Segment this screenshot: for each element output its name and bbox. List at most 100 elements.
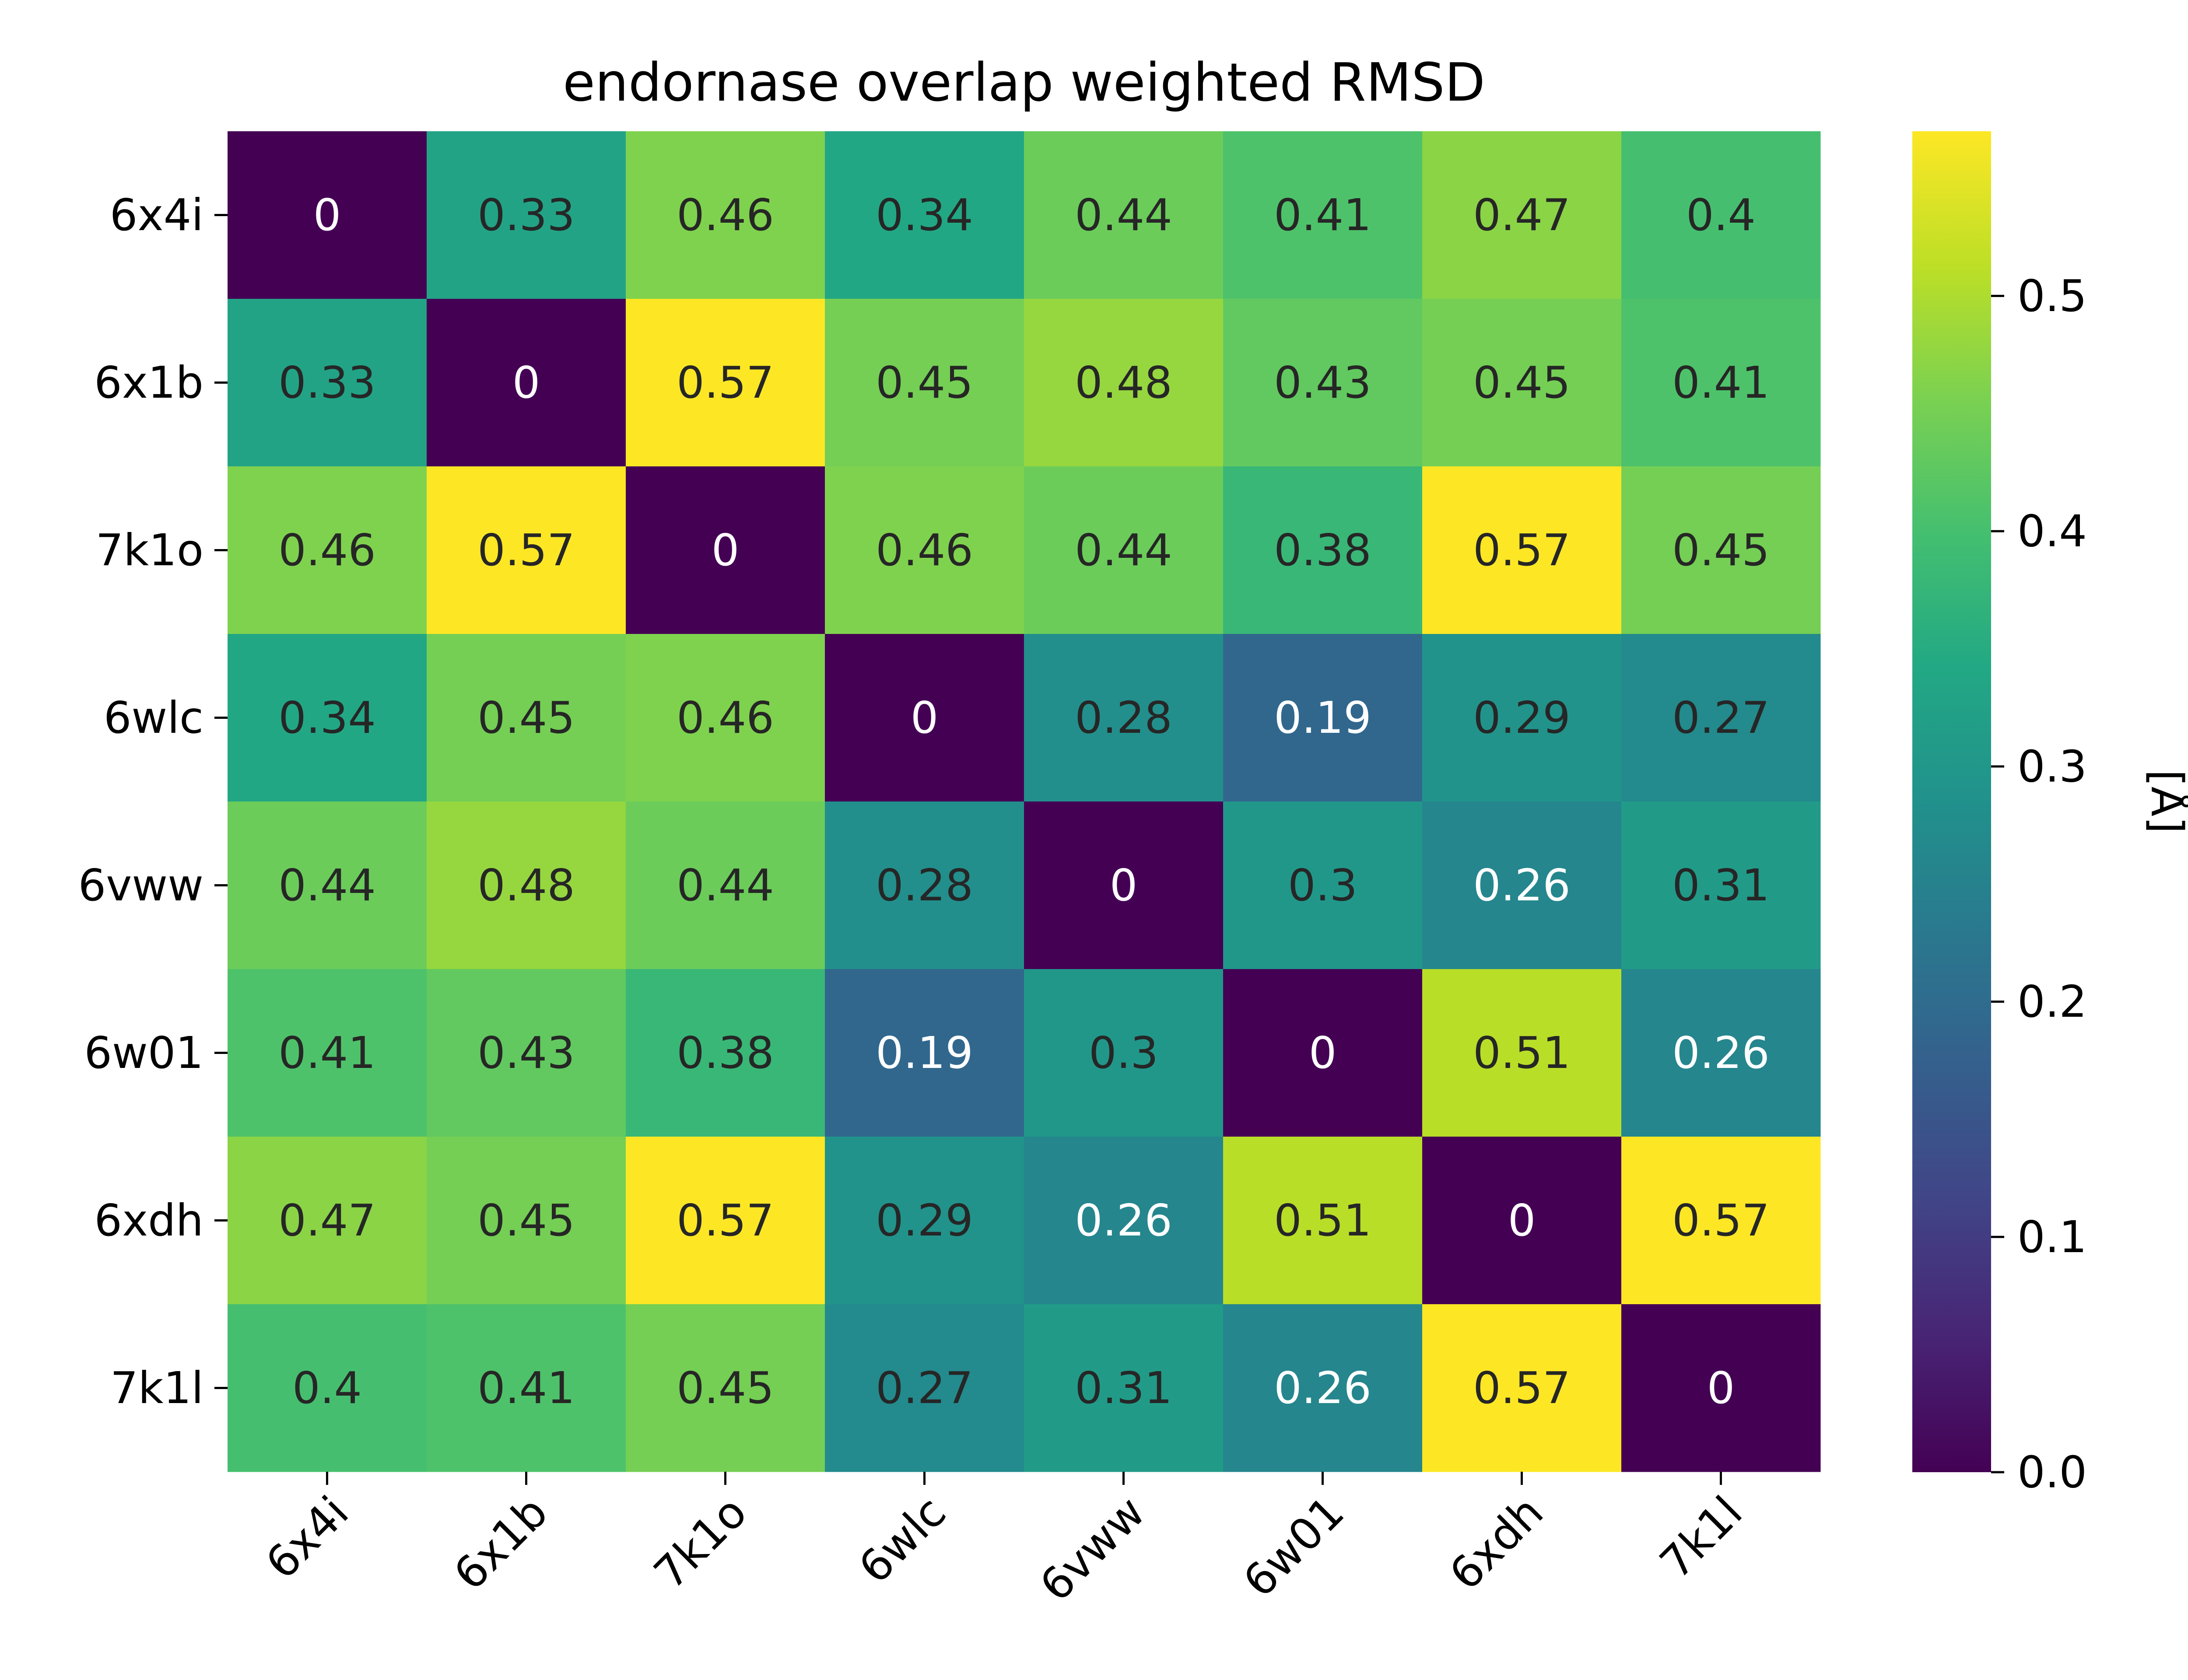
cell-value-label: 0.29 xyxy=(1473,692,1571,743)
heatmap-cell xyxy=(427,131,626,299)
heatmap-cell xyxy=(825,969,1024,1137)
cell-value-label: 0.48 xyxy=(477,860,575,911)
cell-value-label: 0.4 xyxy=(292,1362,362,1414)
cell-value-label: 0.41 xyxy=(477,1362,575,1414)
cell-value-label: 0 xyxy=(313,189,341,241)
cell-value-label: 0.47 xyxy=(1473,189,1571,241)
cell-value-label: 0.34 xyxy=(876,189,973,241)
heatmap-cell xyxy=(228,131,427,299)
cell-value-label: 0.57 xyxy=(1473,1362,1571,1414)
heatmap-cell xyxy=(626,634,825,802)
heatmap-cell xyxy=(427,969,626,1137)
heatmap-cell xyxy=(1422,802,1622,970)
colorbar-tick-label: 0.1 xyxy=(2017,1211,2087,1263)
cell-value-label: 0.46 xyxy=(677,189,774,241)
cell-value-label: 0.34 xyxy=(278,692,376,743)
x-tick-label: 6w01 xyxy=(1233,1487,1354,1607)
heatmap-cell xyxy=(1621,634,1821,802)
heatmap-cell xyxy=(1422,131,1622,299)
heatmap-cell xyxy=(626,1137,825,1305)
x-axis-ticks: 6x4i 6x1b 7k1o 6wlc 6vww 6w01 6xdh 7k1l xyxy=(256,1472,1752,1611)
heatmap-cell xyxy=(1621,466,1821,634)
y-tick-label: 6wlc xyxy=(104,692,203,743)
colorbar-tick-label: 0.3 xyxy=(2017,741,2087,792)
cell-value-label: 0.33 xyxy=(477,189,575,241)
cell-value-label: 0 xyxy=(712,525,740,576)
y-tick-label: 6xdh xyxy=(94,1195,203,1246)
heatmap-cell xyxy=(1223,1304,1423,1472)
cell-value-label: 0.41 xyxy=(1672,357,1770,408)
heatmap-cell xyxy=(228,969,427,1137)
colorbar-tick-label: 0.2 xyxy=(2017,976,2087,1027)
cell-value-label: 0.29 xyxy=(876,1195,973,1246)
cell-value-label: 0.31 xyxy=(1075,1362,1172,1414)
colorbar: 0.0 0.1 0.2 0.3 0.4 0.5 [Å] xyxy=(1912,131,2188,1498)
cell-value-label: 0.26 xyxy=(1473,860,1571,911)
cell-value-label: 0.44 xyxy=(1075,189,1172,241)
heatmap-cell xyxy=(825,1304,1024,1472)
heatmap-cell xyxy=(1422,1137,1622,1305)
heatmap-cell xyxy=(1024,299,1224,467)
heatmap-cell xyxy=(1024,1137,1224,1305)
y-tick-label: 7k1o xyxy=(96,525,203,576)
y-tick-label: 6x1b xyxy=(94,357,203,408)
heatmap-cell xyxy=(1621,299,1821,467)
heatmap-cell xyxy=(1024,1304,1224,1472)
cell-value-label: 0.41 xyxy=(278,1027,376,1078)
cell-value-label: 0.57 xyxy=(1672,1195,1770,1246)
heatmap-cell xyxy=(228,1137,427,1305)
heatmap-cell xyxy=(427,466,626,634)
x-tick-label: 6x1b xyxy=(444,1487,557,1600)
heatmap-cell xyxy=(626,802,825,970)
cell-value-label: 0.26 xyxy=(1672,1027,1770,1078)
cell-value-label: 0.45 xyxy=(677,1362,774,1414)
cell-value-label: 0.51 xyxy=(1274,1195,1371,1246)
heatmap-cell xyxy=(626,1304,825,1472)
cell-value-label: 0.4 xyxy=(1686,189,1756,241)
cell-value-label: 0.28 xyxy=(876,860,973,911)
heatmap-cell xyxy=(228,466,427,634)
heatmap-cell xyxy=(427,634,626,802)
heatmap-cell xyxy=(1024,466,1224,634)
cell-value-label: 0.46 xyxy=(278,525,376,576)
cell-value-label: 0.57 xyxy=(477,525,575,576)
x-tick-label: 6x4i xyxy=(256,1487,358,1589)
chart-title: endornase overlap weighted RMSD xyxy=(563,52,1485,113)
heatmap-cell xyxy=(1223,802,1423,970)
cell-value-label: 0.57 xyxy=(1473,525,1571,576)
cell-value-label: 0.28 xyxy=(1075,692,1172,743)
heatmap-cell xyxy=(427,802,626,970)
cell-value-label: 0.3 xyxy=(1288,860,1357,911)
cell-value-label: 0.46 xyxy=(876,525,973,576)
heatmap-cell xyxy=(1621,802,1821,970)
heatmap-cell xyxy=(427,1137,626,1305)
heatmap-cell xyxy=(1223,1137,1423,1305)
heatmap-cell xyxy=(1422,299,1622,467)
cell-value-label: 0 xyxy=(1309,1027,1337,1078)
cell-value-label: 0 xyxy=(911,692,939,743)
heatmap-cell xyxy=(1223,634,1423,802)
heatmap-cell xyxy=(228,299,427,467)
heatmap-cell xyxy=(1621,969,1821,1137)
cell-value-label: 0.19 xyxy=(1274,692,1371,743)
heatmap-cell xyxy=(825,1137,1024,1305)
colorbar-tick-label: 0.0 xyxy=(2017,1447,2087,1498)
heatmap-cell xyxy=(825,466,1024,634)
cell-value-label: 0.47 xyxy=(278,1195,376,1246)
heatmap-cell xyxy=(1422,466,1622,634)
cell-value-label: 0.45 xyxy=(876,357,973,408)
heatmap-cell xyxy=(1223,299,1423,467)
heatmap-cell xyxy=(825,299,1024,467)
colorbar-gradient xyxy=(1912,131,1991,1472)
heatmap-cell xyxy=(1422,634,1622,802)
cell-value-label: 0.26 xyxy=(1075,1195,1172,1246)
heatmap-cell xyxy=(1024,802,1224,970)
cell-value-label: 0.33 xyxy=(278,357,376,408)
heatmap-cell xyxy=(825,634,1024,802)
cell-value-label: 0.38 xyxy=(677,1027,774,1078)
cell-value-label: 0.41 xyxy=(1274,189,1371,241)
cell-value-label: 0.48 xyxy=(1075,357,1172,408)
cell-value-label: 0 xyxy=(1508,1195,1536,1246)
cell-value-label: 0 xyxy=(1110,860,1138,911)
cell-value-label: 0.57 xyxy=(677,1195,774,1246)
